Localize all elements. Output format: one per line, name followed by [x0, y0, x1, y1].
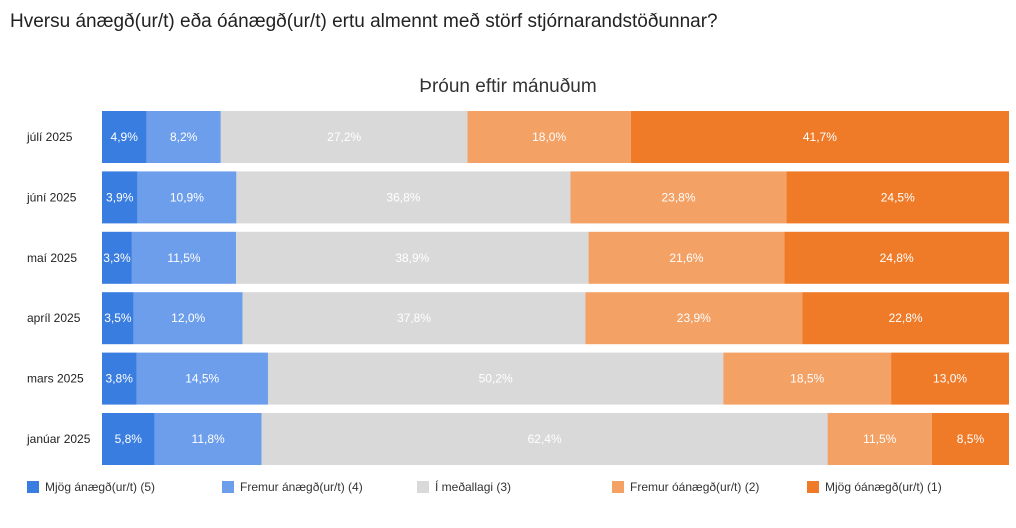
chart-legend: Mjög ánægð(ur/t) (5) Fremur ánægð(ur/t) (…: [0, 480, 1016, 500]
legend-swatch: [222, 481, 234, 493]
bar-segment: [570, 171, 787, 224]
data-label: 18,5%: [790, 372, 824, 386]
data-label: 23,9%: [677, 311, 711, 325]
data-label: 12,0%: [171, 311, 205, 325]
bar-segment: [102, 413, 155, 465]
bar-segment: [467, 111, 631, 163]
bar-segment: [236, 231, 589, 284]
data-label: 37,8%: [397, 311, 431, 325]
data-label: 5,8%: [115, 432, 143, 446]
category-label: maí 2025: [27, 251, 77, 265]
data-label: 27,2%: [327, 130, 361, 144]
data-label: 24,8%: [880, 251, 914, 265]
legend-item: Í meðallagi (3): [417, 480, 511, 494]
data-label: 24,5%: [881, 190, 915, 204]
legend-swatch: [807, 481, 819, 493]
bar-segment: [786, 171, 1009, 224]
legend-swatch: [27, 481, 39, 493]
data-label: 36,8%: [386, 190, 420, 204]
bar-segment: [267, 352, 724, 405]
legend-item: Fremur óánægð(ur/t) (2): [612, 480, 759, 494]
bar-segment: [220, 111, 468, 163]
data-label: 11,5%: [863, 432, 896, 446]
bar-segment: [102, 111, 147, 163]
legend-swatch: [612, 481, 624, 493]
bar-segment: [102, 231, 132, 284]
legend-swatch: [417, 481, 429, 493]
data-label: 3,3%: [103, 251, 131, 265]
bar-segment: [236, 171, 571, 224]
data-label: 11,5%: [167, 251, 200, 265]
category-label: apríl 2025: [27, 311, 81, 325]
bar-segment: [261, 413, 828, 465]
legend-item: Mjög ánægð(ur/t) (5): [27, 480, 155, 494]
chart-title: Þróun eftir mánuðum: [419, 76, 597, 97]
legend-label: Mjög ánægð(ur/t) (5): [45, 480, 156, 494]
category-label: júlí 2025: [26, 130, 73, 144]
bar-segment: [588, 231, 785, 284]
data-label: 4,9%: [111, 130, 139, 144]
survey-question: Hversu ánægð(ur/t) eða óánægð(ur/t) ertu…: [10, 11, 718, 32]
legend-label: Mjög óánægð(ur/t) (1): [825, 480, 942, 494]
bar-segment: [723, 352, 892, 405]
legend-item: Mjög óánægð(ur/t) (1): [807, 480, 942, 494]
bar-segment: [931, 413, 1009, 465]
bar-segment: [827, 413, 932, 465]
legend-label: Í meðallagi (3): [435, 480, 512, 494]
data-label: 13,0%: [933, 372, 967, 386]
data-label: 11,8%: [192, 432, 225, 446]
data-label: 62,4%: [528, 432, 562, 446]
data-label: 8,2%: [170, 130, 198, 144]
data-label: 23,8%: [662, 190, 696, 204]
legend-label: Fremur ánægð(ur/t) (4): [240, 480, 363, 494]
data-label: 10,9%: [170, 190, 204, 204]
data-label: 8,5%: [957, 432, 985, 446]
data-label: 3,5%: [104, 311, 132, 325]
bar-segment: [630, 111, 1009, 163]
category-label: mars 2025: [27, 372, 84, 386]
bar-segment: [154, 413, 262, 465]
bar-segment: [784, 231, 1009, 284]
data-label: 38,9%: [395, 251, 429, 265]
bar-segment: [131, 231, 237, 284]
bar-segment: [891, 352, 1009, 405]
bar-segment: [102, 292, 134, 345]
category-label: júní 2025: [26, 190, 77, 204]
bar-segment: [242, 292, 586, 345]
bar-segment: [802, 292, 1009, 345]
data-label: 3,8%: [106, 372, 134, 386]
bar-segment: [102, 171, 138, 224]
data-label: 18,0%: [532, 130, 566, 144]
bar-segment: [102, 352, 137, 405]
data-label: 41,7%: [803, 130, 837, 144]
bar-segment: [585, 292, 803, 345]
bar-segment: [146, 111, 221, 163]
legend-item: Fremur ánægð(ur/t) (4): [222, 480, 363, 494]
bar-segment: [133, 292, 243, 345]
bar-segment: [136, 352, 268, 405]
legend-label: Fremur óánægð(ur/t) (2): [630, 480, 760, 494]
bar-segment: [137, 171, 237, 224]
category-label: janúar 2025: [26, 432, 91, 446]
data-label: 22,8%: [889, 311, 923, 325]
data-label: 3,9%: [106, 190, 134, 204]
data-label: 14,5%: [185, 372, 219, 386]
data-label: 50,2%: [479, 372, 513, 386]
data-label: 21,6%: [669, 251, 703, 265]
